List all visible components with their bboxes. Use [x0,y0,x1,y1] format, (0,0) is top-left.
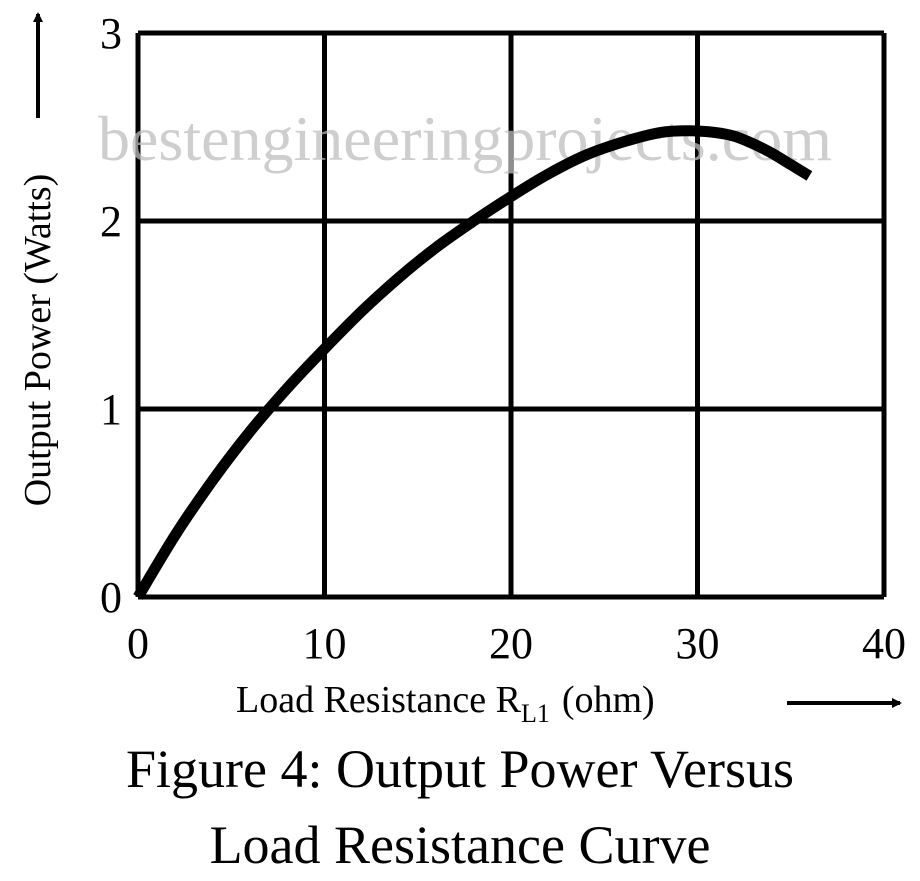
power-curve-line [133,125,813,600]
x-tick-label: 20 [489,619,533,668]
output-power-chart: bestengineeringprojects.com 0 10 20 30 40 0 1 2… [17,9,906,728]
y-tick-label: 2 [100,197,122,246]
figure-caption-line-1: Figure 4: Output Power Versus [126,739,794,799]
y-tick-label: 3 [100,9,122,58]
x-tick-label: 40 [862,619,906,668]
x-tick-label: 0 [127,619,149,668]
watermark-text: bestengineeringprojects.com [98,103,832,174]
figure-caption-line-2: Load Resistance Curve [209,815,711,875]
y-tick-label: 0 [100,573,122,622]
x-tick-label: 30 [676,619,720,668]
x-tick-label: 10 [303,619,347,668]
y-axis-label: Output Power (Watts) [17,174,59,507]
x-axis-label: Load Resistance RL1 (ohm) [236,679,655,728]
y-tick-label: 1 [100,385,122,434]
tick-labels: 0 10 20 30 40 0 1 2 3 [100,9,906,668]
